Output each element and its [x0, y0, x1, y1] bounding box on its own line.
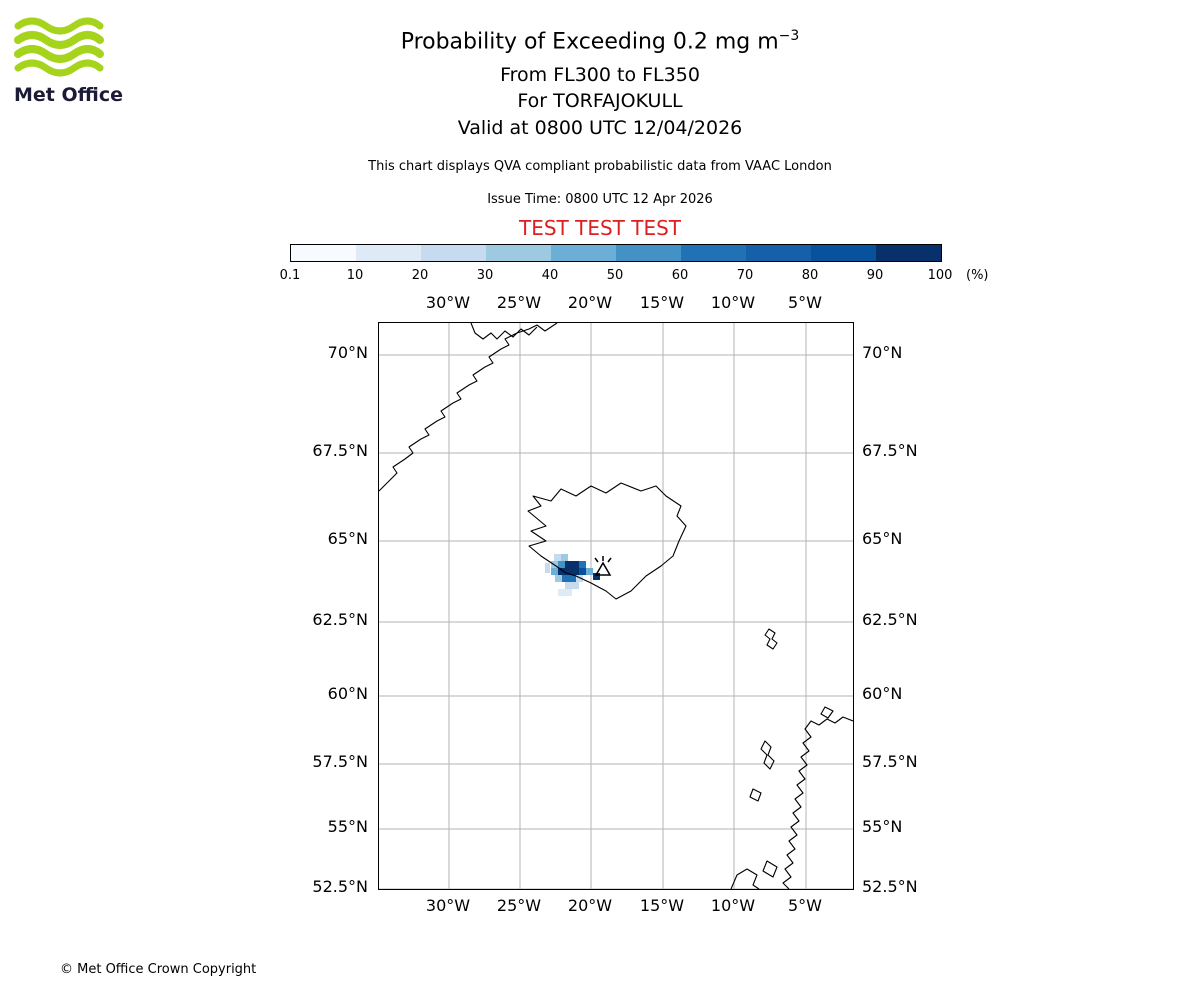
colorbar-segment: [551, 245, 616, 261]
lon-label-bottom: 30°W: [425, 896, 471, 915]
issue-time: Issue Time: 0800 UTC 12 Apr 2026: [487, 192, 713, 207]
colorbar-segment: [681, 245, 746, 261]
lat-label-right: 55°N: [862, 817, 903, 836]
ash-probability-cell: [593, 573, 600, 580]
ash-probability-cell: [545, 563, 550, 573]
coastline-greenland-top: [470, 323, 538, 340]
ash-probability-layer: [545, 554, 600, 596]
qva-note: This chart displays QVA compliant probab…: [368, 159, 832, 174]
ash-probability-cell: [579, 561, 586, 568]
colorbar-tick-label: 40: [541, 268, 559, 283]
colorbar-segment: [616, 245, 681, 261]
colorbar-segment: [486, 245, 551, 261]
colorbar-unit-label: (%): [966, 268, 989, 283]
colorbar-segment: [811, 245, 876, 261]
subtitle-volcano: For TORFAJOKULL: [517, 90, 683, 112]
lon-label-bottom: 15°W: [639, 896, 685, 915]
lat-label-left: 52.5°N: [312, 877, 368, 896]
colorbar-tick-label: 80: [801, 268, 819, 283]
lon-label-top: 5°W: [788, 293, 822, 312]
lon-label-top: 30°W: [425, 293, 471, 312]
ash-probability-cell: [565, 561, 579, 568]
lat-label-right: 57.5°N: [862, 752, 918, 771]
lon-label-top: 10°W: [710, 293, 756, 312]
coastline-layer: [379, 323, 853, 889]
coastline-hebrides-islet: [749, 788, 762, 802]
lat-label-left: 57.5°N: [312, 752, 368, 771]
lon-label-top: 15°W: [639, 293, 685, 312]
colorbar-tick-label: 10: [346, 268, 364, 283]
ash-probability-cell: [554, 554, 561, 561]
grid-layer: [379, 323, 853, 889]
colorbar-bar: [290, 244, 942, 262]
coastline-orkney: [820, 706, 834, 719]
lon-label-bottom: 20°W: [567, 896, 613, 915]
coastline-hebrides: [760, 740, 775, 770]
page-title: Probability of Exceeding 0.2 mg m−3: [0, 28, 1200, 54]
colorbar-segment: [356, 245, 421, 261]
lat-label-left: 65°N: [327, 529, 368, 548]
lat-label-right: 60°N: [862, 684, 903, 703]
lon-label-bottom: 5°W: [788, 896, 822, 915]
colorbar-tick-label: 60: [671, 268, 689, 283]
ash-probability-cell: [579, 568, 586, 575]
copyright-notice: © Met Office Crown Copyright: [60, 962, 257, 977]
title-main: Probability of Exceeding 0.2 mg m: [400, 29, 779, 55]
lat-label-left: 55°N: [327, 817, 368, 836]
ash-probability-cell: [561, 554, 568, 561]
coastline-ireland-north: [730, 868, 760, 889]
lat-label-left: 62.5°N: [312, 610, 368, 629]
coastline-greenland: [379, 323, 558, 492]
title-exponent: −3: [778, 28, 800, 44]
lat-label-right: 70°N: [862, 343, 903, 362]
colorbar-tick-label: 0.1: [279, 268, 301, 283]
colorbar-tick-label: 50: [606, 268, 624, 283]
met-office-logo-text: Met Office: [14, 84, 123, 106]
lon-label-bottom: 25°W: [496, 896, 542, 915]
colorbar: 0.1 10 20 30 40 50 60 70 80 90 100 (%): [280, 244, 989, 304]
lon-label-bottom: 10°W: [710, 896, 756, 915]
coastline-scotland-mainland: [782, 716, 853, 889]
ash-probability-cell: [551, 568, 558, 575]
subtitle-valid-time: Valid at 0800 UTC 12/04/2026: [457, 117, 743, 139]
lat-label-right: 65°N: [862, 529, 903, 548]
met-office-logo: Met Office: [14, 16, 124, 106]
met-office-waves-icon: [14, 17, 104, 77]
ash-probability-cell: [558, 561, 565, 568]
colorbar-tick-label: 100: [927, 268, 953, 283]
ash-probability-cell: [576, 575, 583, 582]
colorbar-tick-label: 30: [476, 268, 494, 283]
lat-label-right: 52.5°N: [862, 877, 918, 896]
map-svg: [379, 323, 853, 889]
colorbar-segment: [291, 245, 356, 261]
test-banner: TEST TEST TEST: [518, 216, 681, 240]
coastline-iceland: [527, 482, 687, 600]
lat-label-right: 67.5°N: [862, 441, 918, 460]
ash-probability-cell: [558, 589, 572, 596]
ash-probability-cell: [562, 575, 576, 582]
lat-label-left: 70°N: [327, 343, 368, 362]
map-plot-area: [378, 322, 854, 890]
lat-label-right: 62.5°N: [862, 610, 918, 629]
colorbar-tick-label: 70: [736, 268, 754, 283]
ash-probability-cell: [555, 575, 562, 582]
colorbar-tick-label: 20: [411, 268, 429, 283]
lat-label-left: 67.5°N: [312, 441, 368, 460]
ash-probability-cell: [558, 568, 579, 575]
ash-probability-cell: [565, 582, 579, 589]
lat-label-left: 60°N: [327, 684, 368, 703]
colorbar-segment: [746, 245, 811, 261]
colorbar-segment: [421, 245, 486, 261]
colorbar-tick-label: 90: [866, 268, 884, 283]
colorbar-segment: [876, 245, 941, 261]
lon-label-top: 25°W: [496, 293, 542, 312]
coastline-faroe-islands: [764, 628, 778, 650]
volcano-marker-icon: [594, 556, 612, 576]
subtitle-flight-levels: From FL300 to FL350: [500, 64, 700, 86]
ash-probability-cell: [586, 568, 593, 575]
lon-label-top: 20°W: [567, 293, 613, 312]
coastline-islay: [762, 860, 778, 878]
